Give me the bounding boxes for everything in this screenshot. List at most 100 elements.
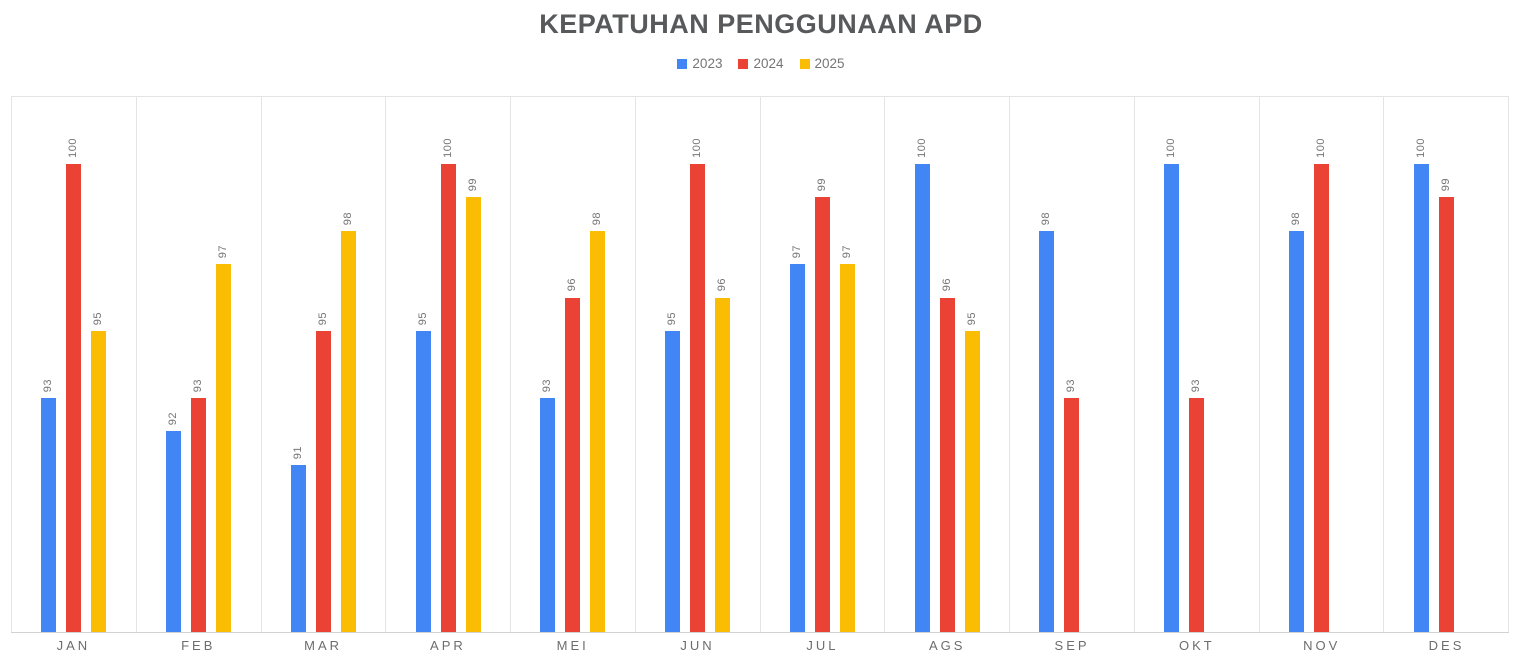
bar-value-label: 93 (541, 378, 554, 392)
legend-item-2025: 2025 (799, 56, 845, 71)
bar-value-label: 99 (1439, 178, 1452, 192)
bar-value-label: 100 (1314, 138, 1327, 158)
bar-value-label: 100 (441, 138, 454, 158)
bar-2024-ags (939, 297, 955, 632)
bar-slot-2023-des: 100 (1413, 97, 1429, 632)
bar-2024-mar (315, 331, 331, 632)
plot-area: 93 100 95 92 93 97 91 95 98 95 100 99 93 96 98 95 100 96 9… (11, 96, 1509, 633)
bar-slot-2024-mei: 96 (565, 97, 581, 632)
bar-value-label: 99 (466, 178, 479, 192)
bar-slot-2023-sep: 98 (1039, 97, 1055, 632)
bar-value-label: 96 (940, 278, 953, 292)
bar-slot-2024-feb: 93 (191, 97, 207, 632)
bar-slot-2023-mei: 93 (540, 97, 556, 632)
bar-slot-2025-jul: 97 (839, 97, 855, 632)
bar-value-label: 98 (341, 211, 354, 225)
bar-slot-2025-ags: 95 (964, 97, 980, 632)
bar-slot-2024-jan: 100 (66, 97, 82, 632)
x-axis-label-jan: JAN (56, 638, 91, 653)
bar-value-label: 93 (42, 378, 55, 392)
category-column-okt: 100 93 (1133, 97, 1259, 632)
bar-value-label: 100 (1414, 138, 1427, 158)
category-column-jun: 95 100 96 (634, 97, 760, 632)
legend-swatch-2023-icon (677, 58, 688, 69)
bar-slot-2024-sep: 93 (1064, 97, 1080, 632)
bar-slot-2025-jan: 95 (91, 97, 107, 632)
x-axis-label-ags: AGS (928, 638, 966, 653)
bar-slot-2024-jul: 99 (814, 97, 830, 632)
x-axis-label-feb: FEB (181, 638, 216, 653)
category-column-jul: 97 99 97 (759, 97, 885, 632)
bar-2023-okt (1164, 163, 1180, 632)
bar-slot-2023-apr: 95 (415, 97, 431, 632)
x-axis-label-mei: MEI (556, 638, 589, 653)
x-axis-label-jul: JUL (806, 638, 839, 653)
bar-value-label: 98 (1040, 211, 1053, 225)
bar-slot-2025-apr: 99 (465, 97, 481, 632)
chart-title: KEPATUHAN PENGGUNAAN APD (539, 9, 983, 39)
bar-value-label: 93 (1190, 378, 1203, 392)
bar-2023-ags (914, 163, 930, 632)
bar-2023-des (1413, 163, 1429, 632)
bar-2023-mar (290, 464, 306, 632)
bar-2025-mei (590, 230, 606, 632)
legend: 2023 2024 2025 (0, 56, 1522, 71)
x-axis-label-okt: OKT (1179, 638, 1215, 653)
category-column-apr: 95 100 99 (385, 97, 510, 632)
bar-slot-2024-okt: 93 (1189, 97, 1205, 632)
bar-slot-2024-mar: 95 (315, 97, 331, 632)
bar-value-label: 93 (1065, 378, 1078, 392)
bar-slot-2025-mei: 98 (590, 97, 606, 632)
bar-2023-jun (665, 331, 681, 632)
x-axis-label-apr: APR (430, 638, 466, 653)
category-column-mei: 93 96 98 (510, 97, 635, 632)
bar-2023-nov (1288, 230, 1304, 632)
bar-2025-jul (839, 264, 855, 632)
bar-value-label: 91 (291, 445, 304, 459)
bar-slot-2025-okt (1214, 97, 1229, 632)
bar-2024-des (1438, 197, 1454, 632)
bar-2024-jul (814, 197, 830, 632)
category-column-feb: 92 93 97 (135, 97, 261, 632)
category-column-sep: 98 93 (1009, 97, 1134, 632)
bar-value-label: 95 (92, 311, 105, 326)
bar-2025-ags (964, 331, 980, 632)
bar-2024-jan (66, 163, 82, 632)
bar-slot-2023-ags: 100 (914, 97, 930, 632)
legend-swatch-2025-icon (799, 58, 810, 69)
bar-slot-2023-nov: 98 (1288, 97, 1304, 632)
x-axis-label-mar: MAR (304, 638, 343, 653)
bar-2025-feb (216, 264, 232, 632)
bar-value-label: 95 (416, 311, 429, 326)
bar-2024-jun (690, 163, 706, 632)
bar-slot-2023-feb: 92 (166, 97, 182, 632)
bar-2023-feb (166, 431, 182, 632)
bar-value-label: 96 (716, 278, 729, 292)
bar-slot-2025-mar: 98 (340, 97, 356, 632)
bar-slot-2024-ags: 96 (939, 97, 955, 632)
legend-item-2024: 2024 (738, 56, 784, 71)
bar-2023-sep (1039, 230, 1055, 632)
bar-2025-jan (91, 331, 107, 632)
bar-slot-2025-jun: 96 (715, 97, 731, 632)
bar-2024-mei (565, 297, 581, 632)
bar-2024-apr (440, 163, 456, 632)
category-column-des: 100 99 (1383, 97, 1509, 632)
bar-value-label: 97 (790, 244, 803, 259)
bar-slot-2025-sep (1089, 97, 1104, 632)
bar-slot-2024-nov: 100 (1313, 97, 1329, 632)
legend-swatch-2024-icon (738, 58, 749, 69)
bar-value-label: 95 (316, 311, 329, 326)
bar-value-label: 100 (691, 138, 704, 158)
bar-2024-sep (1064, 397, 1080, 632)
bar-value-label: 92 (167, 412, 180, 426)
bar-value-label: 97 (217, 244, 230, 259)
bar-value-label: 95 (965, 311, 978, 326)
bar-2025-jun (715, 297, 731, 632)
bar-value-label: 100 (67, 138, 80, 158)
bar-value-label: 98 (1289, 211, 1302, 225)
bar-value-label: 96 (566, 278, 579, 292)
bar-2023-mei (540, 397, 556, 632)
x-axis-labels: JAN FEB MAR APR MEI JUN JUL AGS SEP OKT NOV DES (11, 638, 1509, 653)
